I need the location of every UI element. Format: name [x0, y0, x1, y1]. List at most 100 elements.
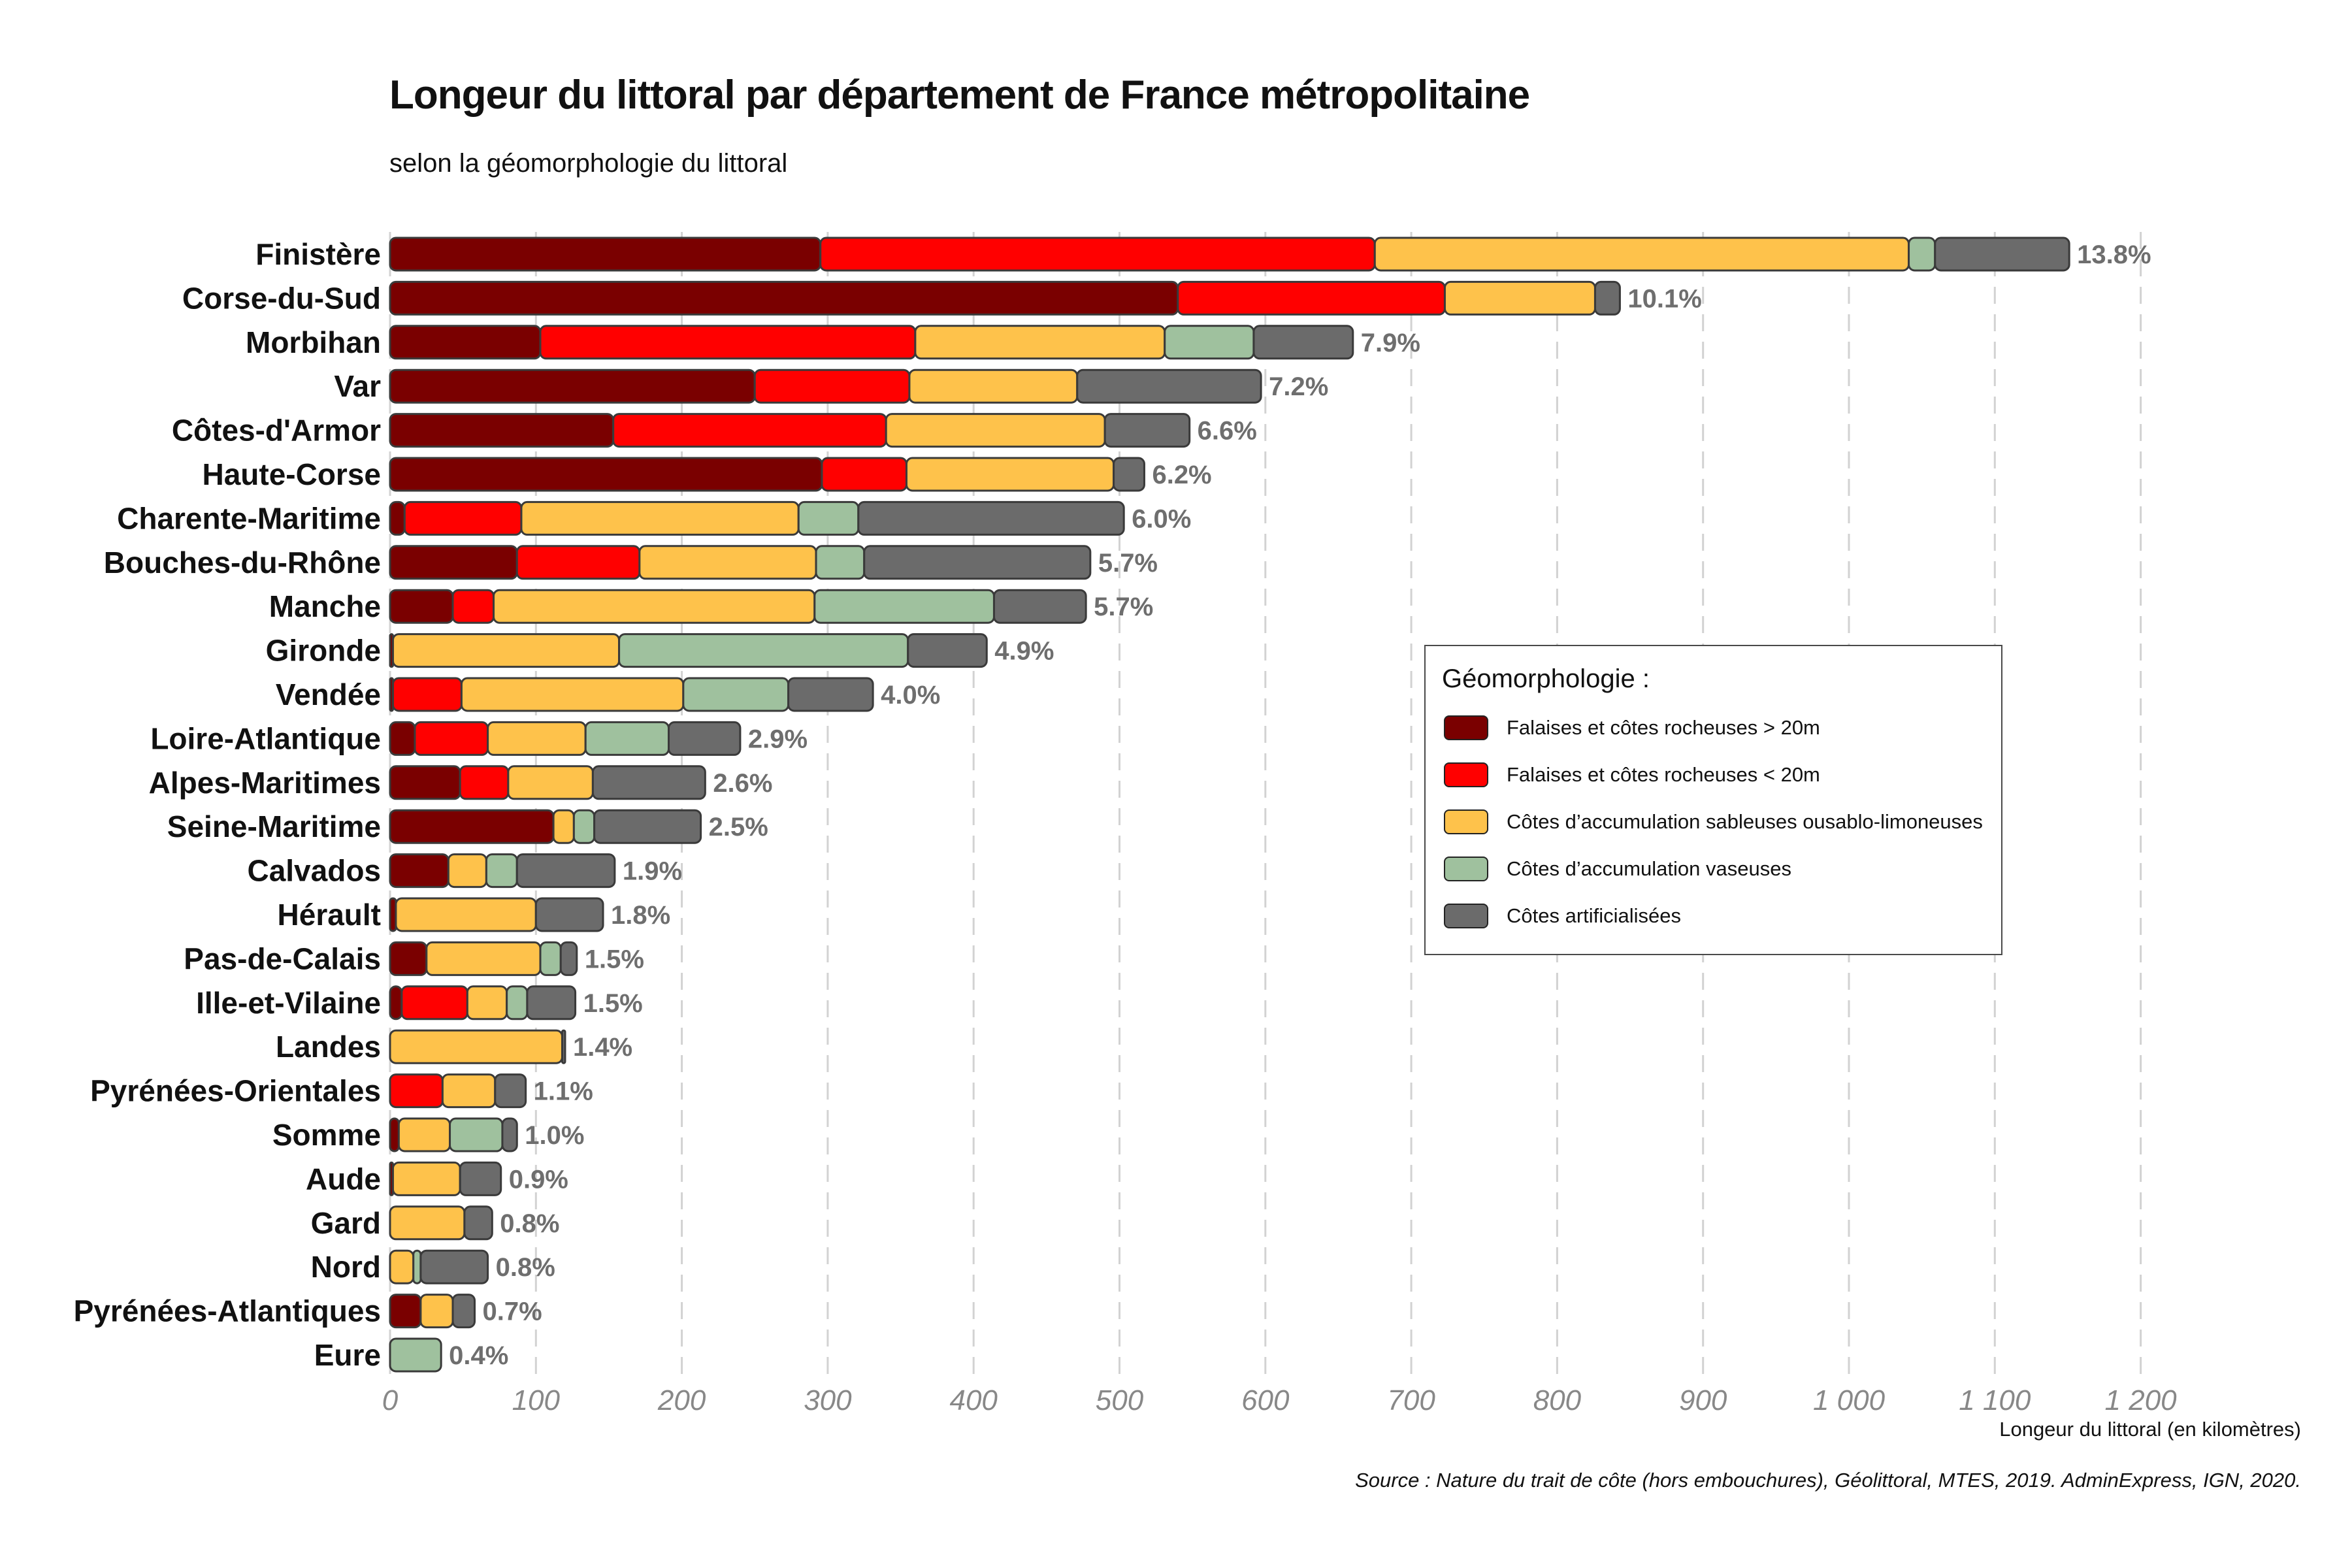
bar-segment: [389, 1029, 563, 1064]
bar-segment: [1593, 280, 1621, 316]
bar-segment: [391, 1161, 461, 1196]
category-label: Pas-de-Calais: [184, 941, 381, 975]
chart-title: Longeur du littoral par département de F…: [389, 73, 1530, 118]
bar-segment: [905, 457, 1115, 492]
bar-segment: [419, 1249, 489, 1284]
bar-segment: [1443, 280, 1596, 316]
bar-segment: [908, 368, 1079, 404]
x-tick-label: 200: [657, 1384, 706, 1416]
percent-label: 1.5%: [583, 989, 643, 1018]
percent-label: 5.7%: [1098, 549, 1158, 578]
x-axis-label: Longeur du littoral (en kilomètres): [1999, 1418, 2301, 1441]
percent-label: 0.9%: [509, 1165, 568, 1194]
bar-segment: [618, 633, 909, 668]
percent-label: 0.4%: [449, 1341, 508, 1370]
x-tick-label: 400: [949, 1384, 998, 1416]
percent-label: 0.7%: [483, 1298, 542, 1326]
bar-segment: [819, 237, 1376, 272]
percent-label: 6.6%: [1198, 417, 1257, 446]
category-label: Bouches-du-Rhône: [104, 546, 381, 580]
bar-segment: [389, 941, 428, 976]
bar-segment: [1934, 237, 2070, 272]
bar-segment: [460, 677, 685, 712]
percent-label: 2.9%: [748, 725, 808, 753]
legend: Géomorphologie : Falaises et côtes roche…: [1424, 645, 2002, 955]
x-tick-label: 600: [1241, 1384, 1290, 1416]
bar-segment: [447, 853, 487, 889]
bar-segment: [493, 589, 816, 624]
legend-item-artificialisees: Côtes artificialisées: [1444, 903, 1681, 929]
category-label: Somme: [272, 1118, 381, 1152]
bar-segment: [520, 500, 800, 536]
bar-segment: [414, 721, 489, 756]
category-label: Pyrénées-Atlantiques: [74, 1294, 381, 1328]
bar-segment: [389, 500, 406, 536]
bar-segment: [389, 457, 823, 492]
x-tick-label: 500: [1096, 1384, 1144, 1416]
bar-segment: [1252, 325, 1354, 360]
bar-segment: [459, 1161, 502, 1196]
percent-label: 5.7%: [1094, 593, 1153, 621]
bar-segment: [391, 633, 621, 668]
legend-label: Côtes artificialisées: [1507, 904, 1682, 927]
bar-segment: [539, 941, 562, 976]
category-label: Seine-Maritime: [167, 809, 381, 843]
percent-label: 1.4%: [573, 1033, 632, 1062]
legend-item-falaises-hautes: Falaises et côtes rocheuses > 20m: [1444, 715, 1820, 741]
bar-segment: [863, 545, 1092, 580]
category-label: Morbihan: [246, 325, 381, 359]
percent-label: 1.0%: [525, 1121, 584, 1150]
bar-segment: [682, 677, 790, 712]
bars: [389, 237, 2070, 1373]
bar-segment: [591, 765, 706, 800]
legend-label: Côtes d’accumulation sableuses ousablo-l…: [1507, 810, 1983, 833]
bar-segment: [534, 897, 604, 932]
percent-label: 6.2%: [1152, 461, 1211, 489]
category-label: Haute-Corse: [202, 457, 381, 491]
legend-swatch: [1444, 715, 1488, 740]
percent-label: 2.6%: [713, 769, 772, 798]
category-label: Gironde: [266, 634, 381, 668]
bar-segment: [992, 589, 1087, 624]
category-label: Loire-Atlantique: [150, 721, 381, 755]
legend-swatch: [1444, 809, 1488, 834]
legend-item-vaseuses: Côtes d’accumulation vaseuses: [1444, 856, 1791, 882]
percent-label: 2.5%: [709, 813, 768, 841]
bar-segment: [813, 589, 995, 624]
bar-segment: [389, 1205, 466, 1241]
bar-segment: [612, 413, 887, 448]
category-label: Landes: [276, 1030, 381, 1064]
bar-segment: [412, 1249, 422, 1284]
bar-segment: [494, 1073, 527, 1109]
bar-segment: [815, 545, 866, 580]
category-label: Corse-du-Sud: [182, 281, 381, 315]
bar-segment: [389, 325, 542, 360]
x-tick-label: 100: [512, 1384, 561, 1416]
bar-segment: [552, 809, 575, 844]
bar-segment: [451, 589, 495, 624]
legend-label: Falaises et côtes rocheuses < 20m: [1507, 763, 1820, 786]
category-label: Finistère: [255, 237, 381, 271]
bar-segment: [907, 633, 988, 668]
bar-segment: [1076, 368, 1262, 404]
bar-segment: [389, 589, 454, 624]
bar-segment: [451, 1294, 476, 1329]
percent-label: 10.1%: [1627, 284, 1701, 313]
bar-segment: [441, 1073, 497, 1109]
legend-title: Géomorphologie :: [1442, 664, 1650, 693]
x-tick-label: 700: [1387, 1384, 1435, 1416]
bar-segment: [506, 985, 529, 1021]
category-label: Côtes-d'Armor: [172, 414, 381, 448]
bar-segment: [501, 1117, 518, 1152]
bar-segment: [389, 368, 756, 404]
bar-segment: [389, 853, 449, 889]
bar-segment: [572, 809, 596, 844]
percent-label: 6.0%: [1132, 504, 1191, 533]
legend-swatch: [1444, 762, 1488, 787]
category-label: Ille-et-Vilaine: [196, 986, 381, 1020]
x-tick-label: 1 100: [1959, 1384, 2031, 1416]
percent-label: 7.2%: [1269, 372, 1328, 401]
percent-label: 1.1%: [534, 1077, 593, 1106]
bar-segment: [389, 280, 1179, 316]
bar-segment: [1164, 325, 1255, 360]
